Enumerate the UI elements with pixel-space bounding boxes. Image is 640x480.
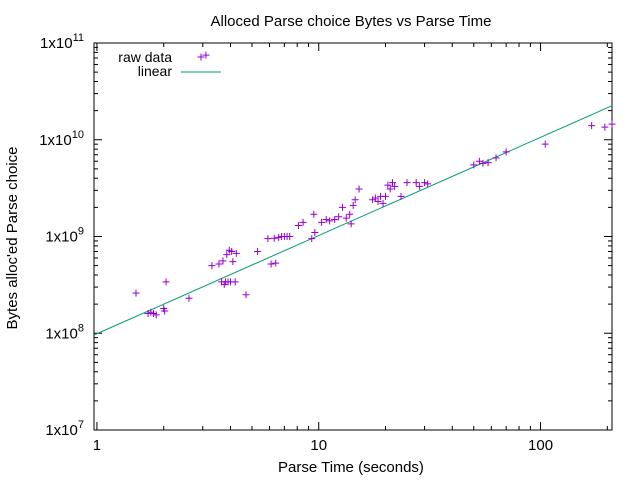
data-point <box>347 220 355 228</box>
data-point <box>342 214 350 222</box>
data-point <box>161 307 169 315</box>
data-point <box>232 249 240 257</box>
plot-frame <box>93 42 613 431</box>
data-point <box>219 257 227 265</box>
data-point <box>311 228 319 236</box>
y-tick-label: 1x108 <box>45 322 84 342</box>
data-point <box>254 247 262 255</box>
legend-plus-marker <box>197 53 205 61</box>
data-point <box>162 278 170 286</box>
legend: raw data linear <box>118 49 221 79</box>
y-tick-label: 1x107 <box>45 419 84 439</box>
data-point <box>272 259 280 267</box>
y-tick-label: 1x109 <box>45 226 84 246</box>
y-axis-ticks: 1x107 1x108 1x109 1x1010 1x1011 <box>39 32 612 439</box>
data-point <box>351 196 359 204</box>
data-point <box>424 180 432 188</box>
data-point <box>242 291 250 299</box>
data-point <box>335 213 343 221</box>
x-tick-label: 100 <box>528 437 553 454</box>
data-point <box>379 199 387 207</box>
data-point <box>185 294 193 302</box>
y-tick-label: 1x1011 <box>40 32 84 52</box>
series-points <box>132 51 616 319</box>
data-point <box>322 215 330 223</box>
x-tick-label: 1 <box>93 437 101 454</box>
data-point <box>264 235 272 243</box>
data-point <box>294 221 302 229</box>
data-point <box>421 179 429 187</box>
data-point <box>228 247 236 255</box>
data-point <box>382 192 390 200</box>
data-point <box>601 123 609 131</box>
data-point <box>371 194 379 202</box>
y-axis-label: Bytes alloc'ed Parse choice <box>4 147 21 330</box>
data-point <box>208 262 216 270</box>
fit-line-linear <box>93 105 613 336</box>
data-point <box>346 210 354 218</box>
data-point <box>492 154 500 162</box>
data-point <box>388 179 396 187</box>
chart-title: Alloced Parse choice Bytes vs Parse Time <box>211 13 492 30</box>
data-point <box>386 185 394 193</box>
data-point <box>215 260 223 268</box>
x-tick-label: 10 <box>310 437 327 454</box>
data-point <box>475 157 483 165</box>
data-point <box>310 210 318 218</box>
data-point <box>479 159 487 167</box>
data-point <box>541 140 549 148</box>
y-tick-label: 1x1010 <box>39 129 84 149</box>
data-point <box>374 198 382 206</box>
data-point <box>308 235 316 243</box>
data-point <box>502 148 510 156</box>
data-point <box>299 218 307 226</box>
data-point <box>412 179 420 187</box>
data-point <box>331 215 339 223</box>
data-point <box>484 159 492 167</box>
data-point <box>403 179 411 187</box>
data-point <box>270 234 278 242</box>
legend-marker-raw-data <box>197 53 205 61</box>
data-point <box>223 251 231 259</box>
data-point <box>588 122 596 130</box>
data-point <box>416 182 424 190</box>
x-axis-label: Parse Time (seconds) <box>278 459 424 476</box>
data-point <box>275 233 283 241</box>
data-point <box>229 258 237 266</box>
data-point <box>202 51 210 59</box>
data-point <box>132 289 140 297</box>
data-point <box>286 233 294 240</box>
series-lines <box>93 105 613 336</box>
data-point <box>391 182 399 190</box>
x-axis-ticks: 1 10 100 <box>93 43 608 454</box>
data-point <box>267 260 275 268</box>
data-point <box>397 192 405 200</box>
data-point <box>326 217 334 225</box>
legend-label-raw-data: raw data <box>118 49 172 65</box>
data-point <box>349 201 357 209</box>
data-point <box>608 120 616 128</box>
legend-label-linear: linear <box>138 63 173 79</box>
data-point <box>152 311 160 319</box>
data-point <box>339 203 347 211</box>
data-point <box>384 181 392 189</box>
data-point <box>470 161 478 169</box>
data-point <box>231 278 239 286</box>
data-point <box>318 218 326 226</box>
data-point <box>355 185 363 193</box>
plot-border <box>93 42 613 431</box>
